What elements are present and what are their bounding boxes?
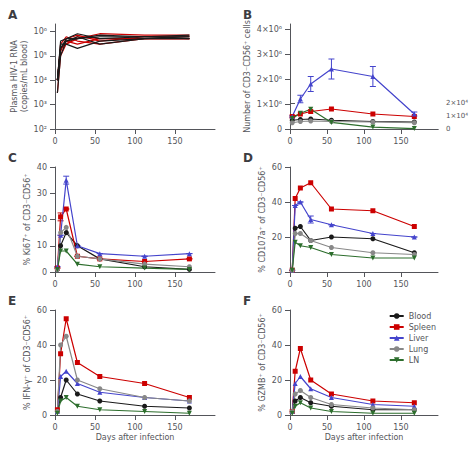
- svg-text:0: 0: [52, 137, 57, 146]
- svg-text:60: 60: [272, 306, 282, 315]
- svg-text:20: 20: [272, 233, 282, 242]
- svg-text:20: 20: [37, 376, 47, 385]
- svg-text:F: F: [243, 294, 251, 308]
- svg-text:100: 100: [356, 423, 371, 432]
- svg-text:0: 0: [287, 423, 292, 432]
- svg-text:50: 50: [322, 137, 332, 146]
- svg-text:150: 150: [167, 280, 182, 289]
- svg-text:20: 20: [37, 215, 47, 224]
- svg-text:2×10⁶: 2×10⁶: [257, 75, 282, 84]
- svg-text:60: 60: [272, 163, 282, 172]
- svg-text:10⁶: 10⁶: [34, 27, 47, 36]
- svg-text:0: 0: [277, 125, 282, 134]
- svg-text:100: 100: [356, 137, 371, 146]
- svg-text:60: 60: [37, 306, 47, 315]
- svg-text:(copies/mL blood): (copies/mL blood): [20, 41, 29, 113]
- svg-text:Liver: Liver: [409, 334, 429, 343]
- svg-text:Spleen: Spleen: [409, 323, 436, 332]
- svg-text:B: B: [243, 8, 252, 22]
- svg-text:% CD107a⁺ of CD3⁻CD56⁺: % CD107a⁺ of CD3⁻CD56⁺: [258, 166, 267, 272]
- svg-text:0: 0: [277, 411, 282, 420]
- svg-text:4×10⁶: 4×10⁶: [257, 25, 282, 34]
- svg-text:50: 50: [90, 280, 100, 289]
- svg-text:2×10⁴: 2×10⁴: [446, 99, 468, 107]
- svg-text:0: 0: [42, 411, 47, 420]
- svg-text:40: 40: [37, 163, 47, 172]
- svg-text:D: D: [243, 151, 253, 165]
- svg-text:20: 20: [272, 376, 282, 385]
- svg-text:Blood: Blood: [409, 312, 432, 321]
- svg-text:150: 150: [393, 423, 408, 432]
- svg-text:50: 50: [322, 280, 332, 289]
- svg-text:30: 30: [37, 189, 47, 198]
- svg-text:50: 50: [90, 423, 100, 432]
- svg-text:50: 50: [322, 423, 332, 432]
- svg-text:150: 150: [393, 137, 408, 146]
- svg-text:0: 0: [42, 268, 47, 277]
- svg-text:10⁴: 10⁴: [34, 76, 47, 85]
- svg-text:100: 100: [127, 280, 142, 289]
- svg-text:Number of CD3⁻CD56⁺ cells: Number of CD3⁻CD56⁺ cells: [243, 20, 252, 133]
- svg-text:40: 40: [37, 341, 47, 350]
- svg-text:0: 0: [52, 423, 57, 432]
- svg-text:10²: 10²: [34, 125, 47, 134]
- svg-text:Days after infection: Days after infection: [325, 433, 404, 442]
- svg-text:100: 100: [127, 137, 142, 146]
- svg-text:Lung: Lung: [409, 345, 429, 354]
- svg-text:150: 150: [393, 280, 408, 289]
- svg-text:100: 100: [356, 280, 371, 289]
- svg-text:E: E: [8, 294, 16, 308]
- svg-text:1×10⁶: 1×10⁶: [257, 100, 282, 109]
- svg-text:Days after infection: Days after infection: [96, 433, 175, 442]
- svg-text:10³: 10³: [34, 100, 47, 109]
- svg-text:150: 150: [167, 423, 182, 432]
- svg-text:3×10⁶: 3×10⁶: [257, 50, 282, 59]
- svg-text:40: 40: [272, 341, 282, 350]
- svg-text:100: 100: [127, 423, 142, 432]
- svg-text:% Ki67⁺ of CD3⁻CD56⁺: % Ki67⁺ of CD3⁻CD56⁺: [23, 173, 32, 265]
- svg-text:% IFN-γ⁺ of CD3⁻CD56⁺: % IFN-γ⁺ of CD3⁻CD56⁺: [23, 315, 32, 410]
- svg-text:0: 0: [446, 125, 450, 133]
- svg-text:% GZMB⁺ of CD3⁻CD56⁺: % GZMB⁺ of CD3⁻CD56⁺: [258, 313, 267, 411]
- svg-text:10: 10: [37, 241, 47, 250]
- svg-text:C: C: [8, 151, 17, 165]
- svg-text:150: 150: [167, 137, 182, 146]
- svg-text:10⁵: 10⁵: [34, 51, 47, 60]
- svg-text:A: A: [8, 8, 18, 22]
- svg-text:0: 0: [277, 268, 282, 277]
- svg-text:0: 0: [287, 137, 292, 146]
- svg-text:40: 40: [272, 198, 282, 207]
- svg-text:0: 0: [287, 280, 292, 289]
- svg-text:Plasma HIV-1 RNA: Plasma HIV-1 RNA: [10, 40, 19, 113]
- svg-text:LN: LN: [409, 356, 419, 365]
- svg-text:1×10⁴: 1×10⁴: [446, 112, 468, 120]
- svg-text:50: 50: [90, 137, 100, 146]
- svg-text:0: 0: [52, 280, 57, 289]
